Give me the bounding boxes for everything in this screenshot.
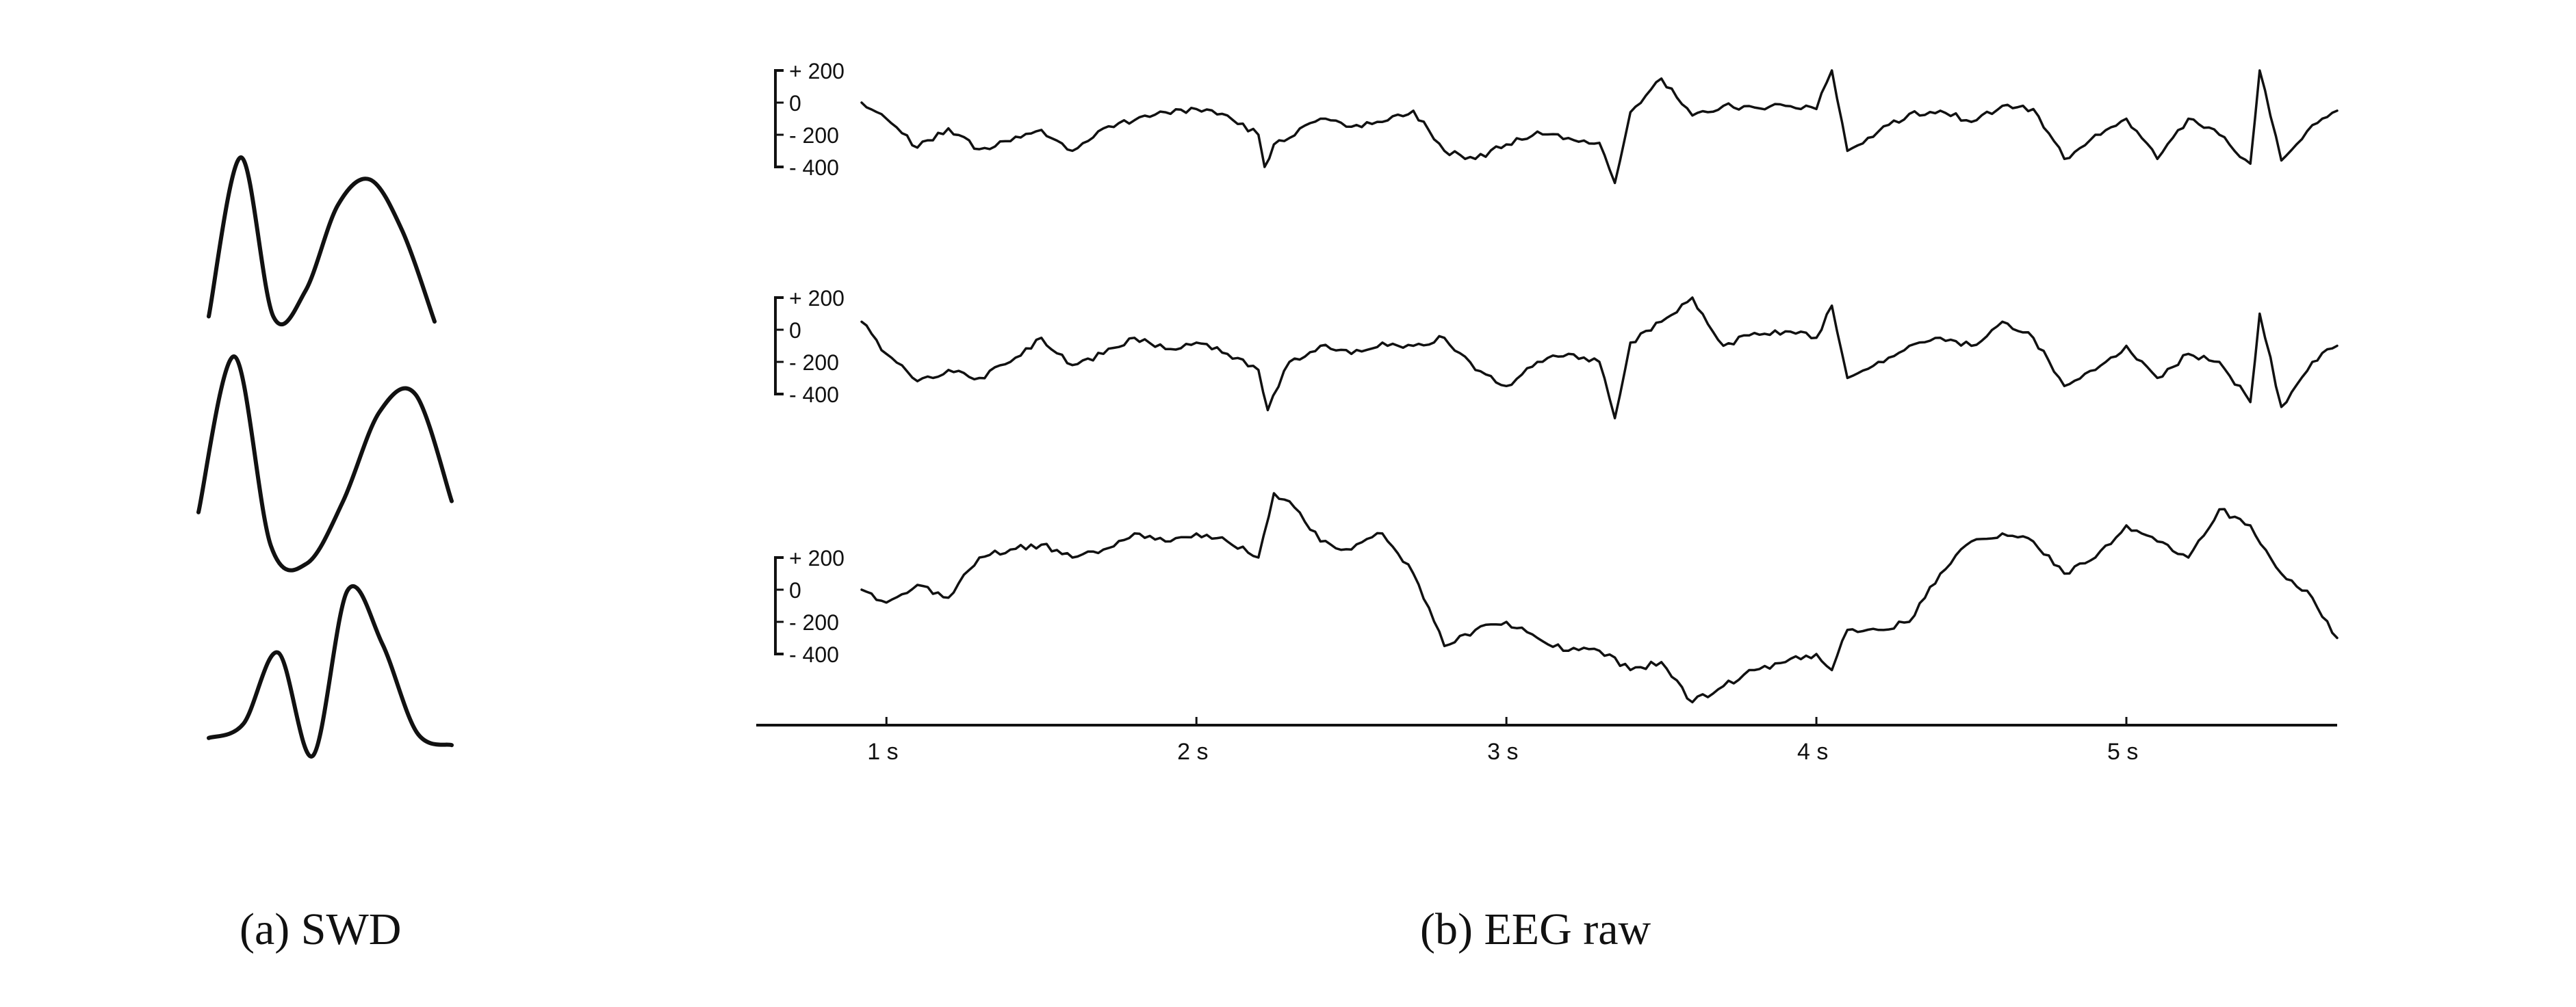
y-tick-label: - 200 <box>789 350 839 375</box>
eeg-trace-channel-3 <box>860 492 2339 704</box>
y-tick-label: 0 <box>789 578 801 603</box>
swd-trace-3 <box>207 584 454 759</box>
y-axis-channel-1 <box>774 69 784 168</box>
y-tick-label: 0 <box>789 318 801 343</box>
y-tick-label: + 200 <box>789 546 845 571</box>
y-axis-channel-3 <box>774 556 784 655</box>
eeg-trace-channel-1 <box>860 69 2339 185</box>
y-tick-label: - 200 <box>789 610 839 635</box>
y-axis-channel-2 <box>774 296 784 395</box>
x-tick-label: 4 s <box>1797 739 1828 765</box>
x-tick-label: 1 s <box>867 739 898 765</box>
x-tick-label: 5 s <box>2107 739 2138 765</box>
swd-trace-2 <box>196 354 454 573</box>
y-tick-label: - 400 <box>789 382 839 407</box>
x-tick-label: 3 s <box>1487 739 1518 765</box>
y-tick-label: - 400 <box>789 642 839 667</box>
caption-eeg-raw: (b) EEG raw <box>1420 904 1651 954</box>
x-tick-label: 2 s <box>1177 739 1208 765</box>
eeg-trace-channel-2 <box>860 296 2339 420</box>
y-tick-label: - 200 <box>789 123 839 148</box>
y-tick-label: + 200 <box>789 59 845 83</box>
swd-trace-1 <box>207 155 437 327</box>
eeg-raw-panel: + 200 0 - 200 - 400 + 200 0 - 200 - 400 + 200 0 - … <box>756 59 2339 765</box>
y-tick-label: 0 <box>789 91 801 116</box>
swd-panel <box>196 155 454 759</box>
y-tick-label: + 200 <box>789 286 845 311</box>
y-tick-label: - 400 <box>789 155 839 180</box>
caption-swd: (a) SWD <box>240 904 401 954</box>
